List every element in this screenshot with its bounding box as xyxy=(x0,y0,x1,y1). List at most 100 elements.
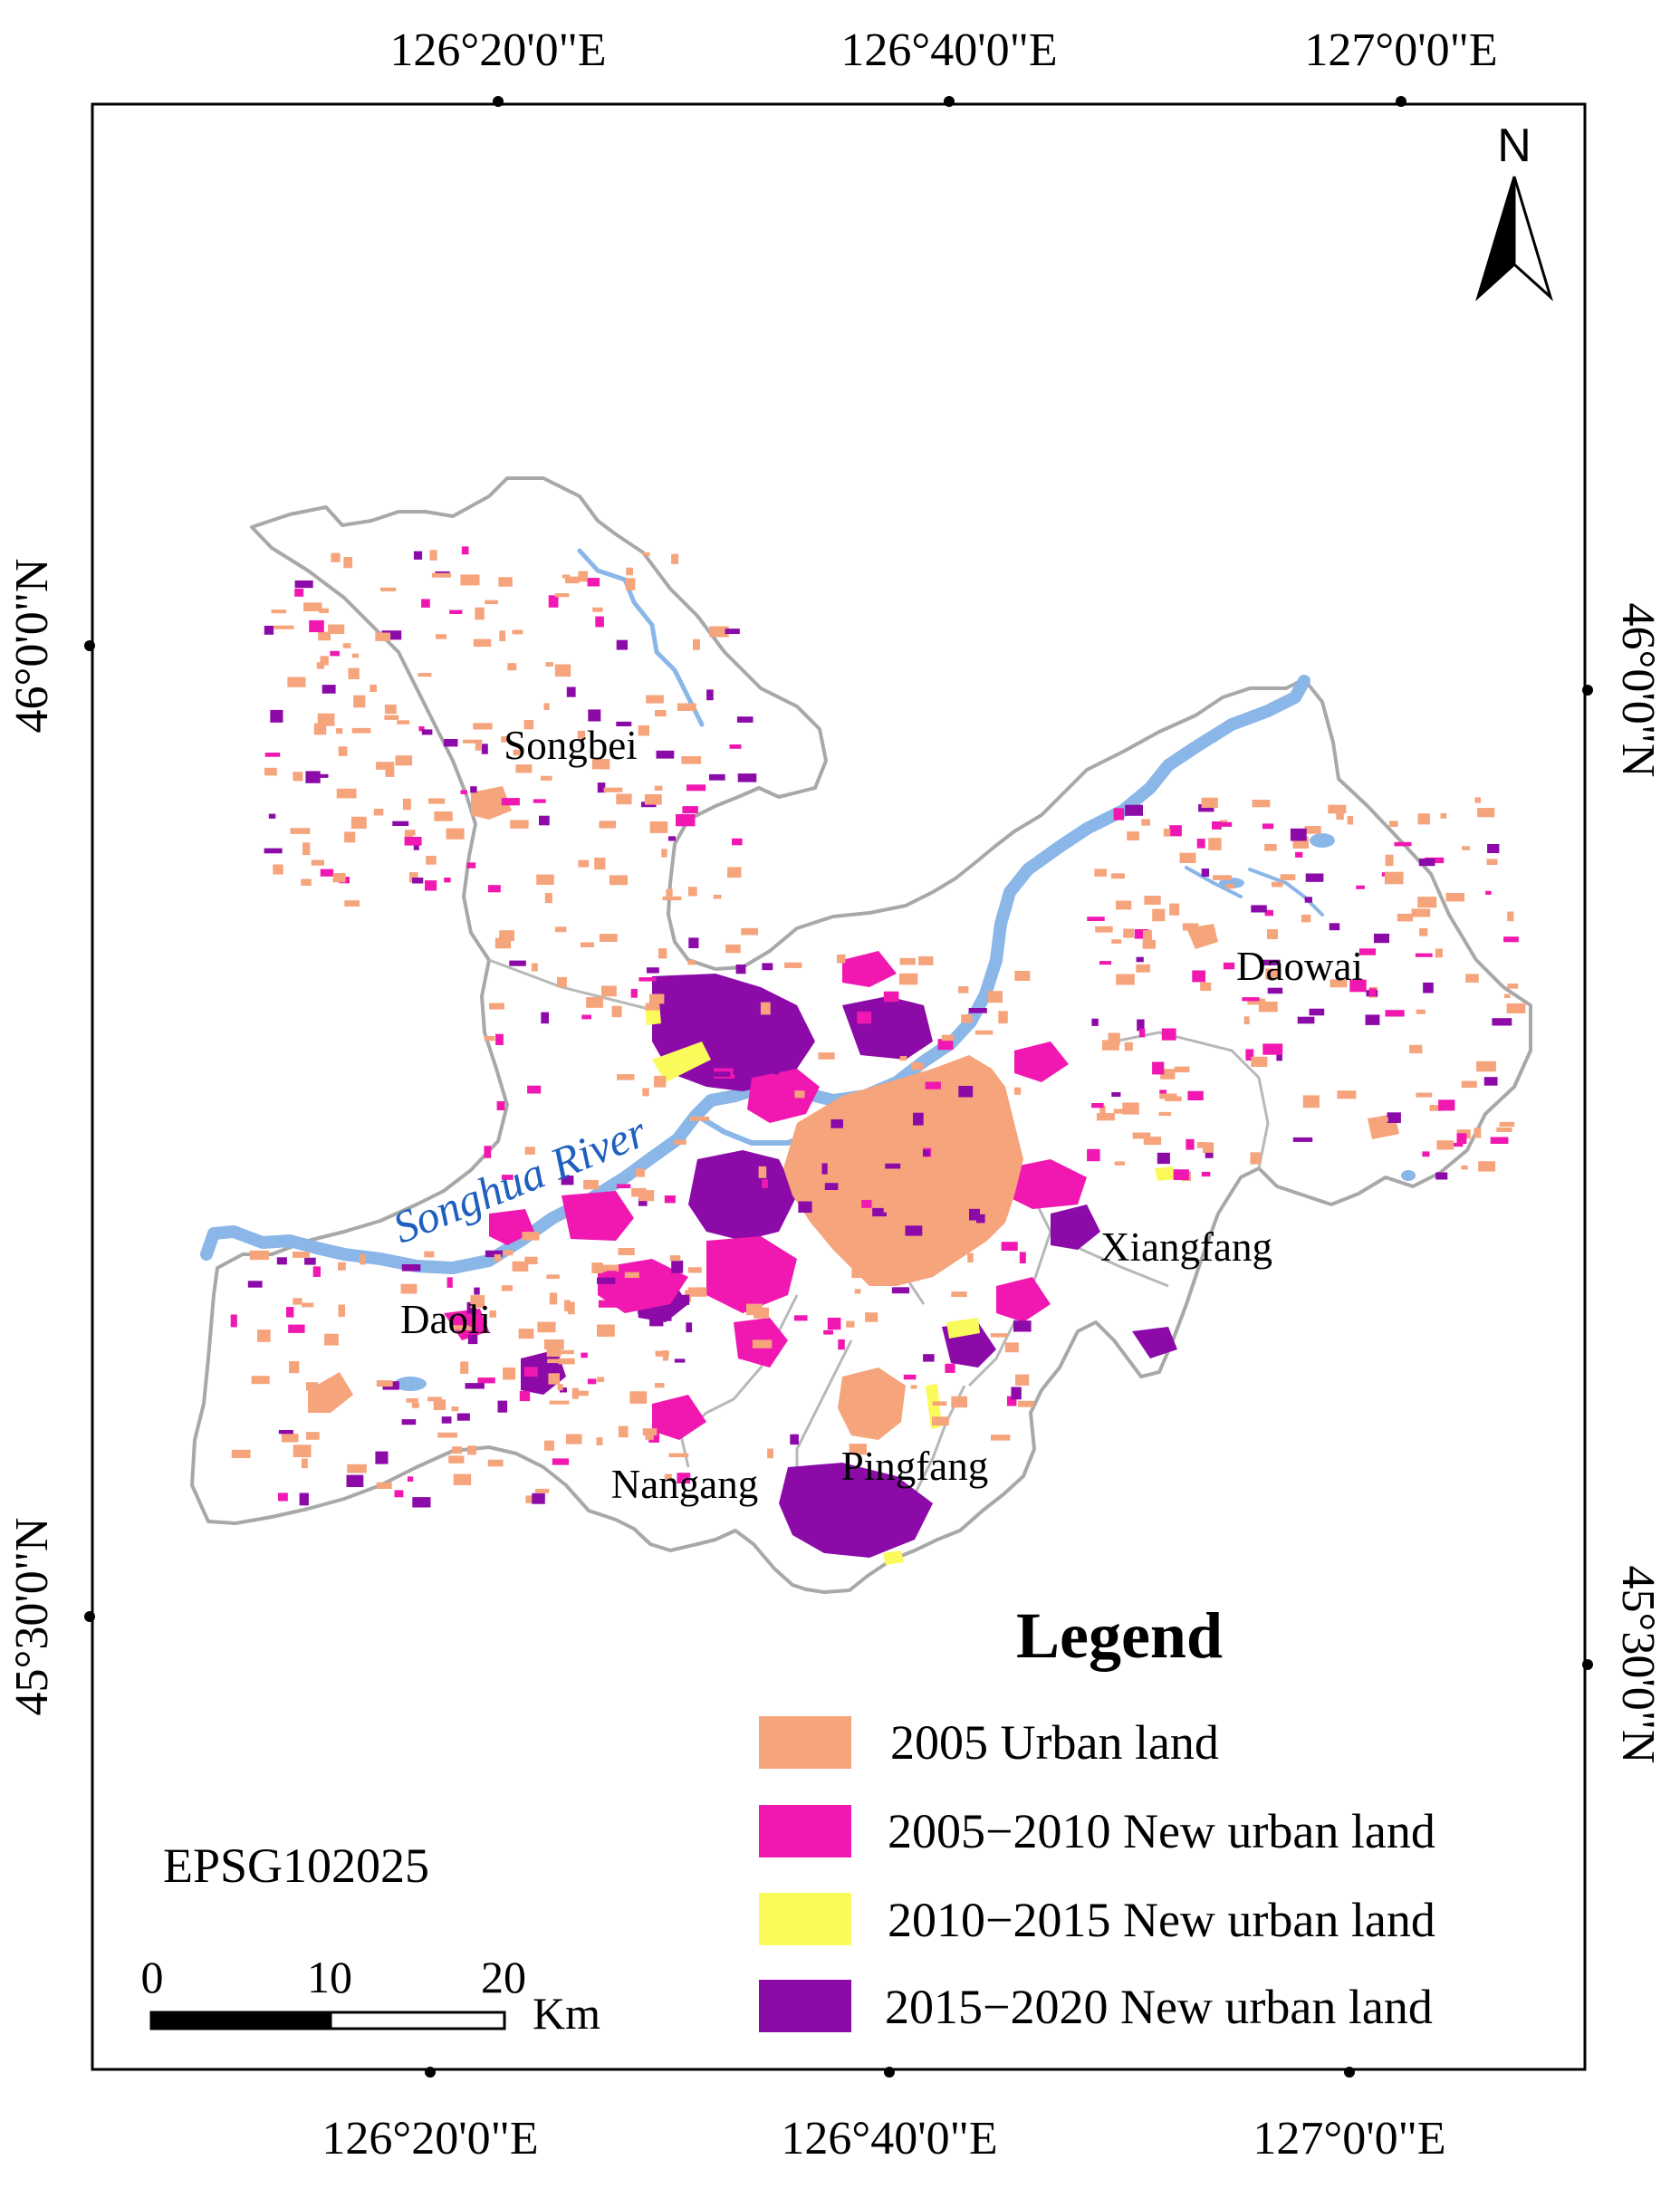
urban-patch xyxy=(1158,1111,1172,1116)
urban-patch xyxy=(577,730,586,739)
urban-patch xyxy=(1013,1087,1022,1095)
urban-patch xyxy=(1280,874,1296,880)
urban-patch xyxy=(305,771,321,783)
urban-patch xyxy=(601,985,617,997)
urban-patch xyxy=(618,1425,629,1438)
urban-patch xyxy=(384,715,399,720)
urban-patch xyxy=(1201,797,1218,808)
urban-patch xyxy=(616,793,632,805)
urban-patch xyxy=(1506,1003,1526,1013)
urban-patch xyxy=(792,1166,802,1179)
urban-patch xyxy=(961,1014,973,1023)
urban-patch xyxy=(687,1267,702,1273)
urban-patch xyxy=(625,578,636,590)
urban-patch xyxy=(1465,974,1479,983)
urban-patch xyxy=(1205,1152,1214,1158)
urban-patch xyxy=(302,842,311,856)
urban-patch xyxy=(501,1285,513,1291)
urban-patch xyxy=(958,1086,974,1098)
urban-patch xyxy=(1099,961,1112,965)
urban-patch xyxy=(1201,1171,1211,1177)
scale-tick-0: 0 xyxy=(141,1952,164,2002)
urban-patch xyxy=(586,997,603,1008)
urban-patch xyxy=(544,1440,554,1451)
urban-patch xyxy=(818,1052,835,1060)
urban-patch xyxy=(578,859,590,868)
urban-patch xyxy=(548,1373,560,1385)
urban-patch xyxy=(413,843,419,850)
urban-patch xyxy=(898,973,918,985)
urban-patch xyxy=(1152,1061,1165,1075)
urban-patch xyxy=(967,1253,974,1262)
urban-patch xyxy=(1503,993,1511,998)
urban-patch xyxy=(338,1304,345,1317)
urban-patch xyxy=(350,816,367,830)
graticule-ticks xyxy=(84,96,1593,2078)
urban-patch xyxy=(532,1493,545,1504)
urban-patch xyxy=(552,1458,570,1465)
urban-patch xyxy=(674,1139,686,1145)
urban-patch xyxy=(1001,1242,1018,1251)
urban-patch xyxy=(1114,1161,1125,1166)
urban-patch xyxy=(1099,1105,1106,1118)
urban-patch xyxy=(904,1149,914,1157)
urban-patch xyxy=(642,552,650,556)
urban-patch xyxy=(566,686,576,697)
urban-patch xyxy=(958,986,969,993)
urban-patch xyxy=(481,744,488,754)
urban-patch xyxy=(523,1367,538,1377)
urban-patch xyxy=(1186,1138,1195,1150)
urban-patch xyxy=(1499,1121,1515,1127)
urban-patch xyxy=(408,872,418,883)
urban-patch xyxy=(1417,897,1437,908)
urban-patch xyxy=(426,855,437,865)
urban-patch xyxy=(885,1163,901,1169)
urban-patch xyxy=(373,809,384,816)
urban-patch xyxy=(343,557,353,569)
urban-patch xyxy=(1011,1387,1022,1400)
urban-patch xyxy=(311,859,324,866)
urban-patch xyxy=(1134,929,1149,939)
urban-patch xyxy=(230,1314,237,1328)
urban-patch xyxy=(597,1324,615,1337)
urban-patch xyxy=(1091,1103,1104,1109)
urban-patch xyxy=(400,1283,418,1294)
urban-patch xyxy=(883,991,899,1003)
urban-patch xyxy=(485,1250,503,1258)
urban-patch xyxy=(351,653,360,658)
urban-patch xyxy=(1125,804,1143,816)
urban-patch xyxy=(1169,825,1182,837)
urban-patch xyxy=(231,1449,251,1458)
urban-patch xyxy=(376,1482,392,1489)
urban-patch xyxy=(759,1027,779,1039)
urban-patch xyxy=(1108,1032,1120,1045)
urban-patch xyxy=(301,878,312,886)
urban-patch xyxy=(629,1391,648,1404)
urban-patch xyxy=(499,930,514,942)
urban-patch xyxy=(581,942,594,947)
urban-patch xyxy=(729,744,742,749)
urban-patch xyxy=(838,1339,845,1350)
graticule-right-2: 45°30'0"N xyxy=(1612,1566,1664,1764)
urban-patch xyxy=(616,639,628,650)
urban-patch xyxy=(664,1473,672,1480)
scale-unit: Km xyxy=(533,1988,600,2039)
urban-patch xyxy=(424,1251,435,1258)
urban-patch xyxy=(648,1431,659,1443)
urban-patch xyxy=(1295,851,1303,858)
urban-patch xyxy=(401,1264,421,1272)
urban-patch xyxy=(964,1345,973,1355)
urban-patch xyxy=(1384,871,1404,885)
urban-patch xyxy=(1304,826,1321,834)
urban-patch xyxy=(294,580,313,589)
graticule-left-1: 46°0'0"N xyxy=(6,559,58,734)
urban-patch xyxy=(645,1430,654,1440)
urban-patch xyxy=(1483,1077,1498,1086)
label-daowai: Daowai xyxy=(1236,944,1363,989)
urban-patch xyxy=(1411,908,1431,917)
urban-patch xyxy=(1200,982,1212,992)
urban-patch xyxy=(509,960,526,966)
urban-patch xyxy=(1163,829,1171,837)
urban-patch xyxy=(1094,869,1107,877)
urban-patch xyxy=(495,1033,504,1045)
